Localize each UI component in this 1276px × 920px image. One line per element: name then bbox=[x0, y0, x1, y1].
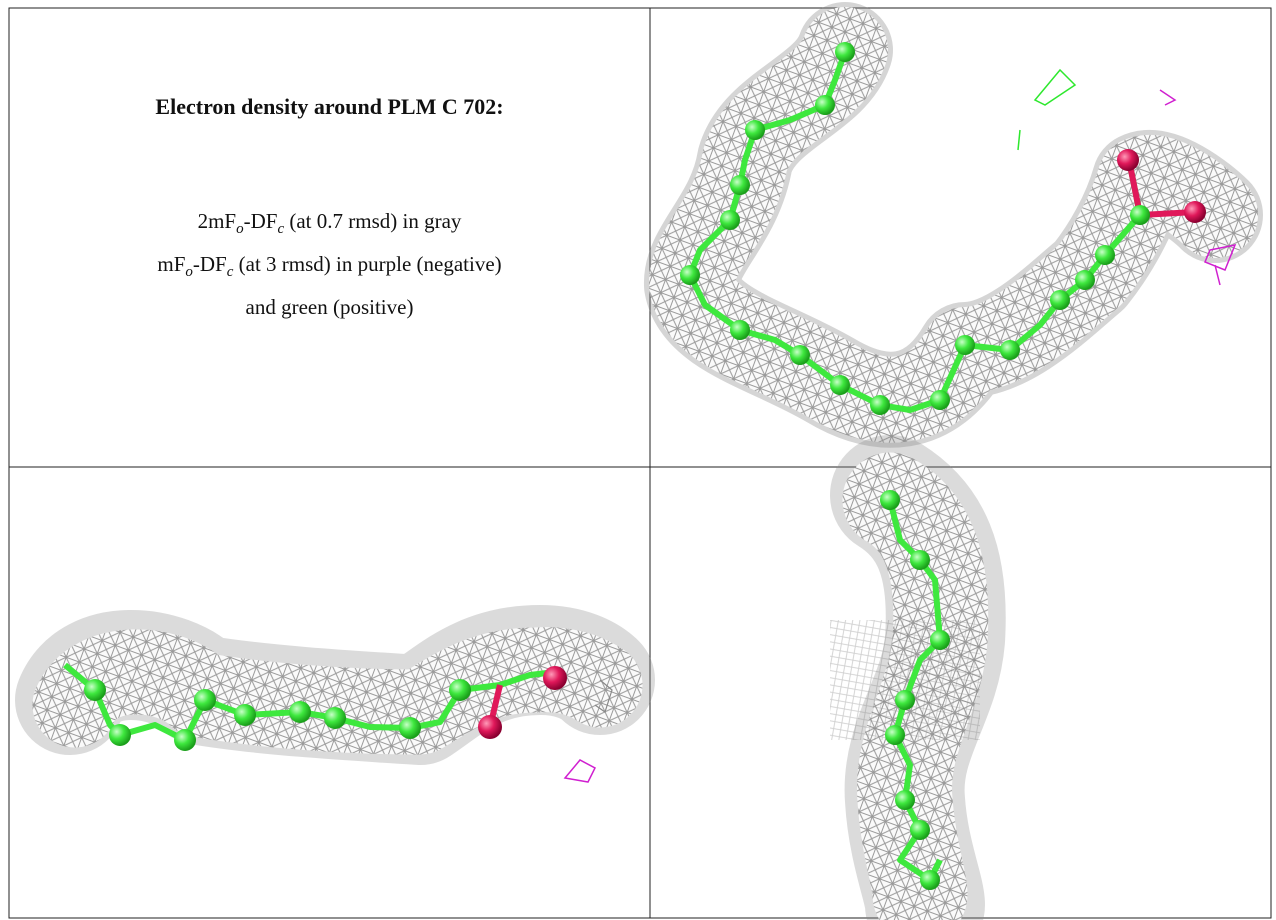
subscript: o bbox=[236, 221, 244, 237]
density-view-bottom-right bbox=[830, 490, 980, 905]
density-view-top-right bbox=[680, 42, 1235, 415]
legend-line: mFo-DFc (at 3 rmsd) in purple (negative) bbox=[9, 247, 650, 290]
text: -DF bbox=[244, 209, 278, 233]
legend-line: and green (positive) bbox=[9, 290, 650, 325]
panel-title: Electron density around PLM C 702: bbox=[9, 94, 650, 120]
legend-line: 2mFo-DFc (at 0.7 rmsd) in gray bbox=[9, 204, 650, 247]
table-border bbox=[9, 8, 1271, 918]
text: -DF bbox=[193, 252, 227, 276]
density-view-bottom-left bbox=[65, 660, 612, 782]
figure-grid bbox=[0, 0, 1276, 920]
text: (at 0.7 rmsd) in gray bbox=[284, 209, 461, 233]
text: mF bbox=[157, 252, 185, 276]
panel-legend: 2mFo-DFc (at 0.7 rmsd) in gray mFo-DFc (… bbox=[9, 204, 650, 325]
text: (at 3 rmsd) in purple (negative) bbox=[233, 252, 501, 276]
page: Electron density around PLM C 702: 2mFo-… bbox=[0, 0, 1276, 920]
text: and green (positive) bbox=[246, 295, 414, 319]
text: 2mF bbox=[198, 209, 237, 233]
subscript: o bbox=[185, 264, 193, 280]
